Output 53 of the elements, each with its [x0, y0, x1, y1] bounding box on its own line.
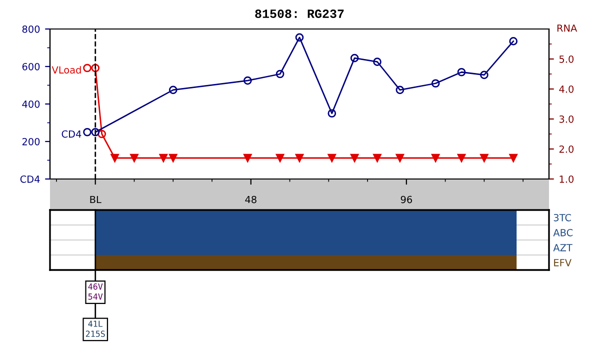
point — [509, 154, 518, 162]
y-tick-label: 600 — [22, 62, 40, 70]
point — [396, 154, 404, 162]
text: 46V 54V — [88, 283, 103, 300]
point — [328, 154, 336, 162]
y-tick-label: AZT — [553, 244, 572, 252]
point — [373, 58, 382, 66]
point — [431, 154, 440, 162]
point — [295, 154, 304, 162]
point — [350, 54, 359, 62]
y-tick-label: 3TC — [554, 214, 571, 222]
y-tick-label: CD4 — [20, 175, 40, 183]
point — [457, 154, 466, 162]
point — [295, 33, 304, 42]
y2-tick-label: 2.0 — [559, 145, 574, 153]
point — [91, 64, 100, 72]
y-tick-label: 800 — [22, 25, 40, 33]
point — [396, 86, 404, 94]
point — [91, 128, 100, 136]
point — [130, 154, 138, 162]
point — [350, 154, 359, 162]
point — [243, 76, 252, 85]
legend-label: CD4 — [62, 130, 82, 138]
point — [168, 154, 178, 162]
y2-tick-label: 4.0 — [559, 85, 574, 93]
legend-label: VLoad — [52, 66, 81, 74]
point — [159, 154, 168, 162]
y-tick-label: 400 — [22, 100, 40, 108]
y2-tick-label: 5.0 — [559, 55, 574, 63]
point — [431, 79, 440, 88]
point — [98, 130, 106, 138]
point — [110, 154, 119, 162]
y2-tick-label: 1.0 — [560, 175, 574, 183]
point — [328, 109, 336, 118]
point — [276, 154, 284, 162]
point — [168, 86, 178, 94]
y2-tick-label: 3.0 — [559, 115, 574, 123]
y-tick-label: EFV — [554, 259, 572, 266]
point — [480, 70, 488, 80]
x-tick-label: 48 — [245, 196, 256, 204]
point — [509, 37, 518, 46]
y-tick-label: 200 — [22, 138, 40, 146]
y2-axis-title: RNA — [557, 24, 578, 32]
x-tick-label: 96 — [400, 196, 412, 204]
point — [373, 154, 382, 162]
chart-title: 81508: RG237 — [255, 10, 344, 18]
text: 41L 215S — [86, 320, 105, 337]
point — [243, 154, 252, 162]
point — [457, 68, 466, 76]
point — [276, 70, 284, 78]
point — [480, 154, 488, 162]
x-tick-label: BL — [90, 196, 102, 204]
y-tick-label: ABC — [553, 228, 573, 236]
